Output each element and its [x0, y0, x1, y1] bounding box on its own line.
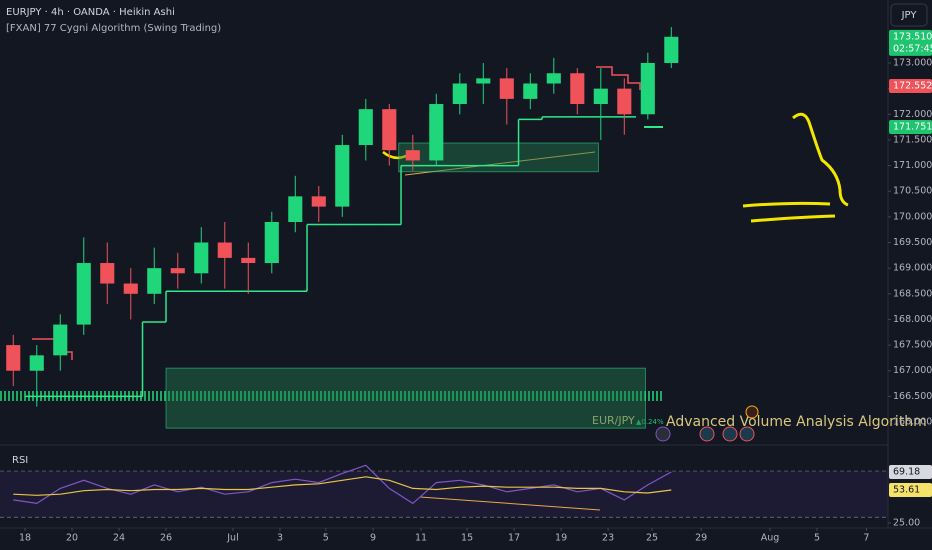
icon[interactable] — [745, 405, 759, 419]
zone — [398, 142, 599, 173]
y-tick-label: 166.500 — [893, 391, 932, 402]
x-tick-label: 5 — [323, 533, 329, 544]
icon[interactable] — [739, 426, 755, 442]
drawing — [792, 112, 849, 207]
candle-body — [499, 78, 514, 99]
candle-body — [264, 221, 279, 264]
x-tick-label: 24 — [113, 533, 125, 544]
price-label-box — [889, 482, 932, 497]
y-tick-label: 168.500 — [893, 288, 932, 299]
candle-body — [217, 242, 232, 258]
candle-body — [640, 62, 655, 115]
y-tick-label: 170.500 — [893, 186, 932, 197]
x-tick-label: 15 — [461, 533, 473, 544]
price-label: 53.61 — [893, 484, 920, 495]
candle-body — [405, 150, 420, 161]
zone — [165, 367, 646, 429]
y-tick-label: 170.000 — [893, 211, 932, 222]
candle-body — [311, 196, 326, 207]
y-tick-label: 171.500 — [893, 134, 932, 145]
y-tick-label: 173.000 — [893, 57, 932, 68]
x-tick-label: Aug — [761, 533, 780, 544]
candle-body — [76, 263, 91, 325]
rsi-band-fill — [0, 471, 888, 518]
chart-title: EURJPY · 4h · OANDA · Heikin Ashi — [6, 7, 175, 18]
price-label-box — [889, 29, 932, 56]
watermark-symbol: EUR/JPY — [592, 414, 635, 427]
x-tick-label: 29 — [695, 533, 707, 544]
y-tick-label: 169.000 — [893, 263, 932, 274]
x-tick-label: 23 — [602, 533, 614, 544]
candle-body — [664, 36, 679, 63]
candle-body — [100, 263, 115, 284]
watermark-text: Advanced Volume Analysis Algorithm — [666, 414, 927, 430]
price-label: 173.510 — [893, 31, 932, 42]
candle-body — [382, 109, 397, 151]
price-label: 171.751 — [893, 122, 932, 133]
candle-body — [194, 242, 209, 274]
volume-strip — [0, 391, 664, 401]
candle-body — [288, 196, 303, 222]
x-tick-label: 26 — [160, 533, 172, 544]
price-label: 69.18 — [893, 467, 920, 478]
trendline — [404, 151, 596, 176]
y-tick-label: 25.00 — [893, 518, 920, 529]
candle-body — [452, 83, 467, 105]
resistance-line — [596, 66, 641, 90]
candle-body — [53, 324, 68, 356]
x-tick-label: 20 — [66, 533, 78, 544]
watermark-change: ▲0.24% — [636, 418, 664, 426]
drawing — [742, 201, 836, 223]
candle-body — [123, 283, 138, 294]
y-tick-label: 169.500 — [893, 237, 932, 248]
trendline — [419, 496, 601, 511]
candle-body — [570, 73, 585, 105]
x-tick-label: Jul — [226, 533, 238, 544]
candle-body — [170, 268, 185, 274]
candle-body — [29, 355, 44, 371]
y-tick-label: 167.000 — [893, 365, 932, 376]
countdown: 02:57:45 — [893, 43, 932, 54]
x-tick-label: 11 — [415, 533, 427, 544]
currency-label: JPY — [901, 10, 918, 21]
candle-body — [523, 83, 538, 99]
y-tick-label: 168.000 — [893, 314, 932, 325]
y-tick-label: 167.500 — [893, 340, 932, 351]
x-tick-label: 25 — [646, 533, 658, 544]
currency-button[interactable] — [890, 3, 928, 27]
y-tick-label: 172.000 — [893, 109, 932, 120]
x-tick-label: 17 — [508, 533, 520, 544]
x-tick-label: 9 — [370, 533, 376, 544]
price-label-box — [889, 465, 932, 480]
x-tick-label: 7 — [863, 533, 869, 544]
icon[interactable] — [722, 426, 738, 442]
candle-body — [429, 104, 444, 161]
x-tick-label: 19 — [555, 533, 567, 544]
x-tick-label: 3 — [277, 533, 283, 544]
indicator-title: [FXAN] 77 Cygni Algorithm (Swing Trading… — [6, 23, 221, 34]
icon[interactable] — [655, 426, 671, 442]
price-label: 172.552 — [893, 80, 932, 91]
icon[interactable] — [699, 426, 715, 442]
candle-body — [147, 268, 162, 294]
candle-body — [335, 145, 350, 207]
candle-body — [6, 345, 21, 371]
y-tick-label: 171.000 — [893, 160, 932, 171]
candle-body — [358, 109, 373, 146]
price-label-box — [889, 78, 932, 93]
y-tick-label: 166.000 — [893, 417, 932, 428]
rsi-line — [13, 476, 672, 496]
candle-body — [617, 88, 632, 115]
candle-body — [476, 78, 491, 84]
rsi-title: RSI — [12, 455, 28, 466]
price-label-box — [889, 120, 932, 135]
x-tick-label: 18 — [19, 533, 31, 544]
x-tick-label: 5 — [814, 533, 820, 544]
candle-body — [546, 73, 561, 84]
candle-body — [593, 88, 608, 105]
candle-body — [241, 257, 256, 264]
